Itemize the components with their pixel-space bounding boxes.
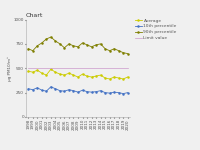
90th percentile [86, 44, 88, 46]
90th percentile [113, 48, 115, 50]
Limit value [108, 67, 111, 69]
10th percentile [45, 90, 48, 92]
90th percentile [81, 42, 84, 44]
10th percentile [108, 92, 111, 94]
90th percentile [90, 46, 93, 48]
Limit value [117, 67, 120, 69]
10th percentile [36, 87, 39, 89]
Limit value [54, 67, 57, 69]
Average [72, 74, 75, 76]
90th percentile [63, 47, 66, 49]
10th percentile [77, 91, 79, 93]
10th percentile [63, 90, 66, 92]
90th percentile [32, 50, 34, 52]
Average [59, 73, 61, 75]
10th percentile [122, 93, 124, 94]
10th percentile [59, 90, 61, 92]
Limit value [63, 67, 66, 69]
Limit value [122, 67, 124, 69]
90th percentile [41, 42, 43, 44]
90th percentile [127, 53, 129, 54]
90th percentile [77, 46, 79, 48]
Limit value [68, 67, 70, 69]
10th percentile [54, 88, 57, 90]
Average [77, 76, 79, 78]
Average [108, 78, 111, 80]
Average [54, 71, 57, 73]
90th percentile [122, 52, 124, 54]
10th percentile [90, 91, 93, 93]
Limit value [32, 67, 34, 69]
10th percentile [86, 91, 88, 93]
10th percentile [117, 92, 120, 94]
Average [127, 76, 129, 78]
10th percentile [127, 92, 129, 94]
90th percentile [104, 48, 106, 50]
Average [104, 77, 106, 79]
Legend: Average, 10th percentile, 90th percentile, Limit value: Average, 10th percentile, 90th percentil… [134, 18, 178, 41]
Limit value [45, 67, 48, 69]
10th percentile [81, 89, 84, 91]
Average [95, 75, 97, 77]
10th percentile [32, 89, 34, 91]
90th percentile [54, 40, 57, 42]
Average [32, 71, 34, 73]
90th percentile [27, 48, 29, 50]
Limit value [104, 67, 106, 69]
10th percentile [50, 86, 52, 88]
Limit value [27, 67, 29, 69]
90th percentile [108, 50, 111, 52]
Limit value [81, 67, 84, 69]
Average [41, 72, 43, 74]
Average [63, 74, 66, 76]
Line: Average: Average [28, 69, 128, 80]
90th percentile [36, 45, 39, 47]
90th percentile [99, 43, 102, 45]
Limit value [41, 67, 43, 69]
10th percentile [68, 89, 70, 91]
90th percentile [59, 43, 61, 45]
10th percentile [99, 90, 102, 92]
Average [36, 69, 39, 71]
Line: 10th percentile: 10th percentile [28, 86, 128, 94]
Average [27, 70, 29, 72]
Average [90, 76, 93, 78]
Limit value [86, 67, 88, 69]
Text: Chart: Chart [26, 13, 43, 18]
10th percentile [113, 91, 115, 93]
Limit value [77, 67, 79, 69]
Average [122, 78, 124, 80]
10th percentile [72, 90, 75, 92]
Average [117, 77, 120, 79]
90th percentile [45, 38, 48, 40]
Limit value [59, 67, 61, 69]
Average [81, 73, 84, 75]
90th percentile [50, 36, 52, 38]
Limit value [113, 67, 115, 69]
Limit value [95, 67, 97, 69]
Limit value [127, 67, 129, 69]
Limit value [90, 67, 93, 69]
Average [50, 68, 52, 70]
Limit value [99, 67, 102, 69]
10th percentile [41, 89, 43, 91]
90th percentile [68, 43, 70, 45]
Average [86, 75, 88, 77]
Average [68, 72, 70, 74]
90th percentile [117, 50, 120, 52]
Line: 90th percentile: 90th percentile [28, 36, 128, 54]
Limit value [50, 67, 52, 69]
90th percentile [72, 45, 75, 47]
10th percentile [104, 92, 106, 94]
Average [45, 74, 48, 76]
Y-axis label: µg PM10/m³: µg PM10/m³ [8, 56, 12, 81]
90th percentile [95, 44, 97, 46]
Limit value [72, 67, 75, 69]
Average [113, 76, 115, 78]
Limit value [36, 67, 39, 69]
10th percentile [95, 91, 97, 93]
10th percentile [27, 88, 29, 90]
Average [99, 74, 102, 76]
